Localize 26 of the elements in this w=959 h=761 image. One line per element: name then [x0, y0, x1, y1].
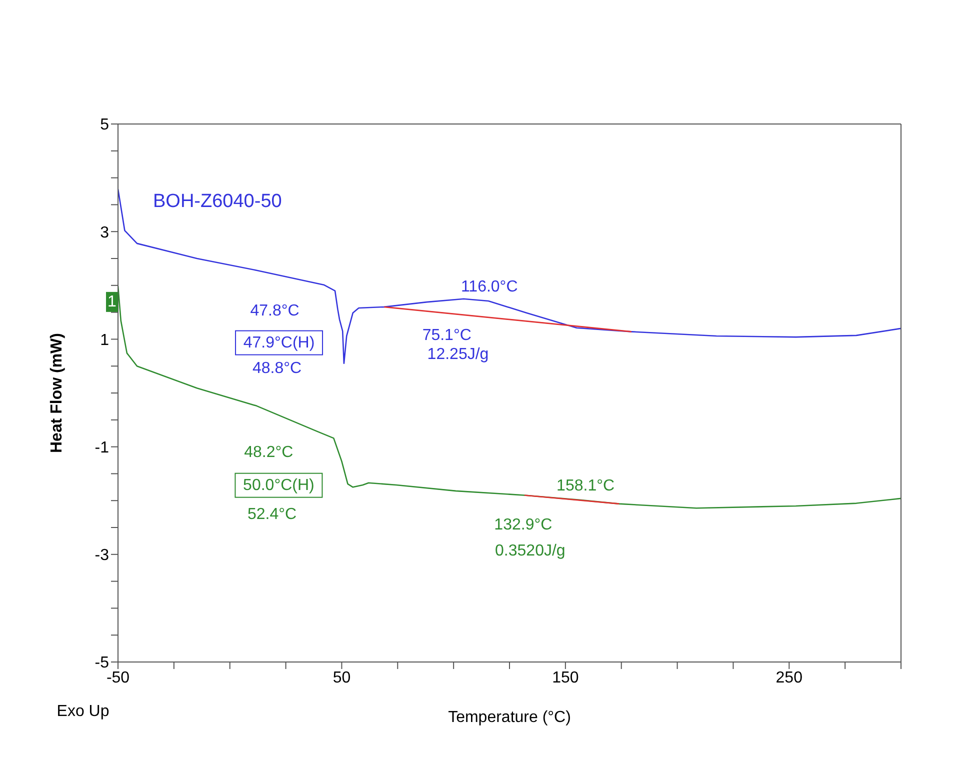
x-tick-label: -50	[106, 669, 130, 686]
y-axis-title: Heat Flow (mW)	[48, 333, 66, 453]
annotation: 158.1°C	[556, 478, 615, 495]
x-axis-title: Temperature (°C)	[448, 709, 571, 726]
annotation: 12.25J/g	[427, 346, 489, 364]
y-tick-label: 5	[100, 116, 110, 134]
annotation: 116.0°C	[460, 278, 518, 296]
annotation: 132.9°C	[494, 516, 552, 534]
annotation: 47.9°C(H)	[243, 334, 315, 352]
annotation: 48.8°C	[252, 360, 302, 378]
annotation: 75.1°C	[422, 326, 472, 344]
y-tick-label: 1	[100, 332, 110, 349]
y-tick-label: -1	[94, 439, 110, 456]
x-tick-label: 50	[332, 669, 351, 686]
series-label: BOH-Z6040-50	[153, 191, 282, 212]
x-tick-label: 250	[776, 669, 803, 686]
text: Exo Up	[56, 703, 110, 721]
annotation: 0.3520J/g	[495, 542, 566, 560]
y-tick-label: -3	[94, 547, 110, 564]
annotation: 48.2°C	[244, 444, 294, 461]
y-tick-label: 3	[100, 224, 110, 242]
annotation: 47.8°C	[250, 302, 300, 320]
annotation: 52.4°C	[247, 506, 297, 524]
y-tick-label: -5	[94, 654, 110, 672]
x-tick-label: 150	[552, 669, 579, 686]
annotation: 50.0°C(H)	[243, 476, 314, 494]
